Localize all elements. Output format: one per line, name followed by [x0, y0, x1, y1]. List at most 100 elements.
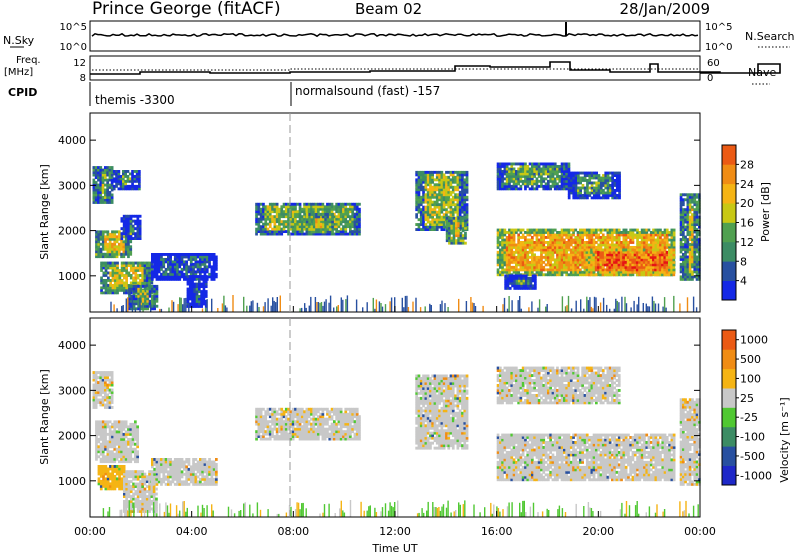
data-cell: [326, 205, 329, 209]
data-cell: [595, 241, 598, 244]
data-cell: [433, 228, 437, 231]
data-cell: [652, 231, 655, 234]
data-cell: [604, 196, 608, 200]
data-cell: [521, 167, 525, 171]
data-cell: [146, 304, 150, 308]
data-cell: [115, 247, 119, 251]
data-cell: [684, 210, 687, 214]
data-cell: [183, 255, 186, 259]
data-cell: [459, 216, 463, 220]
data-cell: [128, 304, 131, 308]
data-cell: [599, 250, 603, 254]
data-cell: [141, 269, 144, 272]
data-cell: [508, 286, 512, 290]
data-cell: [549, 170, 552, 173]
data-cell: [679, 245, 683, 249]
data-cell: [104, 240, 107, 244]
data-cell: [645, 228, 649, 232]
data-cell: [668, 260, 671, 264]
freq-tick-top: 12: [73, 58, 86, 69]
data-cell: [266, 207, 270, 211]
data-cell: [298, 215, 302, 219]
data-cell: [465, 180, 469, 184]
data-cell: [132, 289, 136, 293]
data-cell: [193, 275, 197, 278]
data-cell: [120, 266, 124, 270]
data-cell: [642, 253, 646, 257]
data-cell: [164, 260, 168, 264]
data-cell: [551, 228, 555, 232]
data-cell: [663, 228, 667, 232]
data-cell: [445, 210, 448, 214]
data-cell: [160, 253, 163, 256]
data-cell: [97, 237, 101, 241]
data-cell: [148, 287, 152, 291]
data-cell: [501, 265, 504, 269]
data-cell: [579, 248, 582, 252]
data-cell: [143, 288, 147, 292]
data-cell: [597, 238, 600, 242]
data-cell: [629, 253, 632, 257]
data-cell: [99, 201, 103, 204]
data-cell: [351, 207, 354, 211]
data-cell: [565, 170, 568, 173]
data-cell: [287, 210, 290, 214]
data-cell: [688, 255, 692, 259]
data-cell: [127, 229, 131, 233]
data-cell: [125, 217, 128, 221]
data-cell: [132, 264, 135, 267]
data-cell: [515, 175, 518, 178]
data-cell: [501, 172, 504, 176]
data-cell: [606, 250, 609, 254]
data-cell: [505, 248, 509, 252]
data-cell: [458, 178, 462, 182]
data-cell: [617, 265, 621, 269]
data-cell: [684, 238, 687, 241]
data-cell: [326, 225, 330, 229]
data-cell: [128, 177, 132, 181]
data-cell: [317, 222, 321, 226]
data-cell: [581, 171, 585, 175]
data-cell: [565, 250, 568, 254]
data-cell: [346, 232, 350, 236]
data-cell: [581, 176, 585, 180]
data-cell: [579, 270, 582, 274]
data-cell: [654, 273, 657, 277]
data-cell: [119, 175, 123, 178]
data-cell: [328, 225, 332, 229]
data-cell: [435, 178, 439, 182]
data-cell: [535, 243, 539, 247]
data-cell: [128, 307, 131, 311]
data-cell: [97, 183, 100, 187]
data-cell: [574, 246, 578, 249]
data-cell: [124, 240, 128, 244]
data-cell: [192, 272, 195, 276]
data-cell: [319, 215, 322, 219]
data-cell: [691, 235, 694, 239]
data-cell: [330, 207, 334, 211]
data-cell: [111, 266, 115, 270]
data-cell: [442, 175, 446, 179]
data-cell: [426, 228, 430, 231]
data-cell: [583, 176, 587, 180]
data-cell: [661, 248, 664, 252]
data-cell: [622, 238, 626, 242]
data-cell: [496, 263, 500, 267]
data-cell: [160, 267, 163, 271]
data-cell: [303, 212, 306, 216]
data-cell: [193, 287, 197, 291]
data-cell: [668, 243, 671, 247]
data-cell: [617, 255, 621, 259]
data-cell: [346, 220, 350, 224]
data-cell: [684, 260, 687, 264]
data-cell: [556, 265, 559, 269]
data-cell: [178, 272, 182, 276]
data-cell: [693, 220, 697, 224]
data-cell: [649, 263, 653, 267]
data-cell: [127, 261, 131, 265]
data-cell: [157, 275, 161, 279]
data-cell: [445, 185, 448, 189]
data-cell: [531, 286, 535, 290]
data-cell: [169, 258, 172, 261]
data-cell: [695, 240, 699, 244]
